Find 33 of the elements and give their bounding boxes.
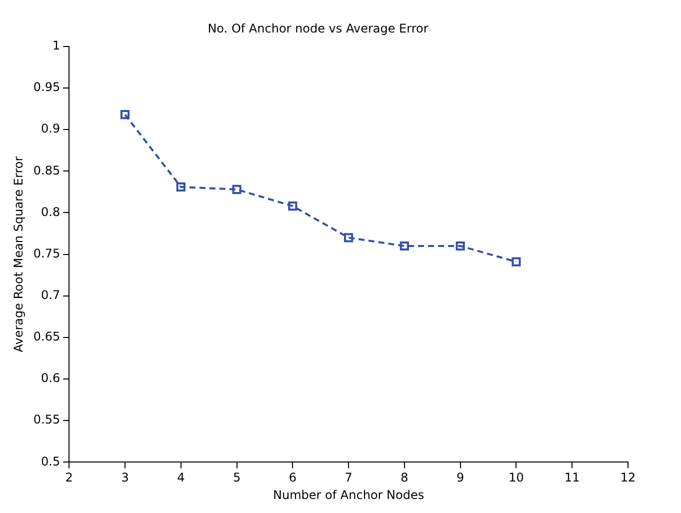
x-tick-label: 10	[508, 470, 524, 485]
y-tick-label: 0.75	[33, 246, 60, 260]
y-tick-label: 0.5	[41, 454, 60, 468]
x-tick-label: 9	[456, 470, 464, 485]
point	[456, 241, 465, 251]
x-tick-label: 7	[344, 470, 352, 485]
x-tick-label: 3	[121, 470, 129, 485]
point	[176, 182, 186, 192]
y-tick-label: 1	[52, 38, 60, 53]
y-tick-label: 0.6	[41, 371, 60, 386]
y-axis-title: Average Root Mean Square Error	[11, 156, 26, 352]
y-tick-label: 0.55	[33, 412, 60, 427]
point	[344, 233, 354, 242]
y-tick-label: 0.8	[41, 204, 60, 219]
x-tick-label: 5	[232, 470, 241, 485]
y-tick-label: 0.85	[33, 163, 60, 178]
point	[512, 257, 521, 266]
y-tick-label: 0.9	[41, 122, 60, 136]
x-tick-label: 11	[564, 470, 580, 485]
x-tick-label: 2	[65, 470, 73, 485]
x-tick-label: 8	[400, 470, 408, 485]
point	[232, 184, 242, 194]
x-tick-label: 6	[288, 470, 296, 485]
chart-title: No. Of Anchor node vs Average Error	[208, 21, 428, 36]
y-tick-label: 0.65	[33, 330, 60, 344]
x-tick-label: 12	[620, 470, 636, 485]
point	[400, 241, 409, 251]
x-tick-label: 4	[177, 470, 185, 485]
y-tick-label: 0.95	[33, 80, 60, 94]
y-tick-label: 0.7	[41, 288, 60, 302]
point	[288, 202, 298, 211]
x-axis-title: Number of Anchor Nodes	[273, 488, 424, 502]
point	[120, 110, 130, 120]
